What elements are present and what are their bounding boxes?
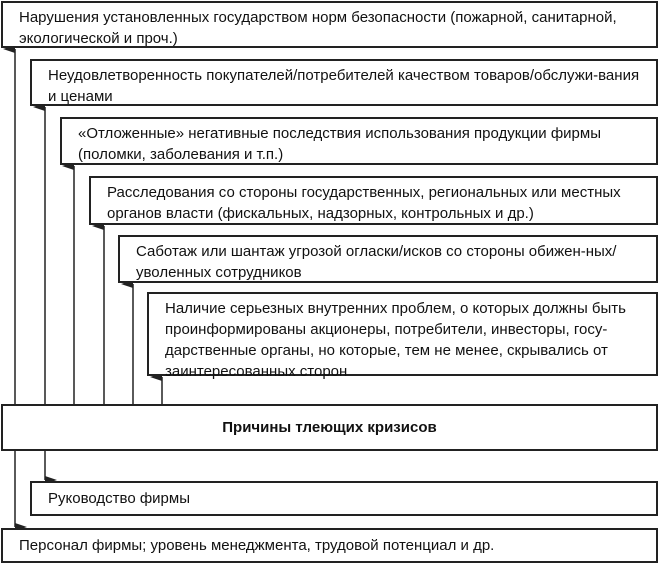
source-box-personnel: Персонал фирмы; уровень менеджмента, тру… xyxy=(1,528,658,563)
source-box-management: Руководство фирмы xyxy=(30,481,658,516)
effect-box-sabotage-blackmail: Саботаж или шантаж угрозой огласки/исков… xyxy=(118,235,658,283)
effect-box-government-investigations: Расследования со стороны государственных… xyxy=(89,176,658,225)
effect-box-hidden-internal-problems: Наличие серьезных внутренних проблем, о … xyxy=(147,292,658,380)
effect-box-customer-dissatisfaction: Неудовлетворенность покупателей/потребит… xyxy=(30,59,658,106)
effect-box-safety-violations: Нарушения установленных государством нор… xyxy=(1,1,658,48)
effect-box-delayed-consequences: «Отложенные» негативные последствия испо… xyxy=(60,117,658,165)
central-box-smoldering-crisis-causes: Причины тлеющих кризисов xyxy=(1,404,658,451)
